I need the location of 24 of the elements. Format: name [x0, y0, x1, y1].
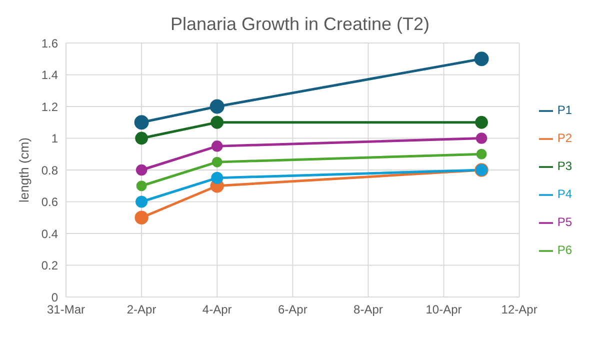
x-tick-label: 31-Mar [46, 302, 86, 317]
legend-label: P4 [557, 187, 572, 201]
chart-title: Planaria Growth in Creatine (T2) [169, 13, 431, 35]
y-tick-label: 0.6 [41, 195, 58, 210]
legend-label: P2 [557, 131, 572, 145]
y-tick-label: 1.6 [41, 36, 58, 50]
x-tick-label: 10-Apr [426, 302, 462, 317]
x-tick-label: 12-Apr [501, 302, 538, 317]
legend-label: P5 [557, 215, 572, 229]
x-tick-label: 4-Apr [202, 302, 232, 317]
legend-label: P1 [557, 103, 572, 117]
y-tick-label: 0 [51, 290, 58, 304]
y-tick-label: 1 [51, 132, 58, 146]
legend-label: P6 [557, 243, 572, 257]
y-tick-label: 0.4 [41, 226, 58, 241]
y-tick-label: 0.2 [41, 258, 58, 273]
y-tick-label: 1.4 [41, 68, 58, 82]
y-axis-title: length (cm) [16, 137, 32, 203]
legend-label: P3 [557, 159, 572, 173]
x-tick-label: 2-Apr [126, 302, 156, 317]
y-tick-label: 1.2 [41, 100, 58, 114]
x-tick-label: 8-Apr [354, 302, 383, 317]
y-tick-label: 0.8 [41, 163, 58, 178]
x-tick-label: 6-Apr [278, 302, 308, 317]
